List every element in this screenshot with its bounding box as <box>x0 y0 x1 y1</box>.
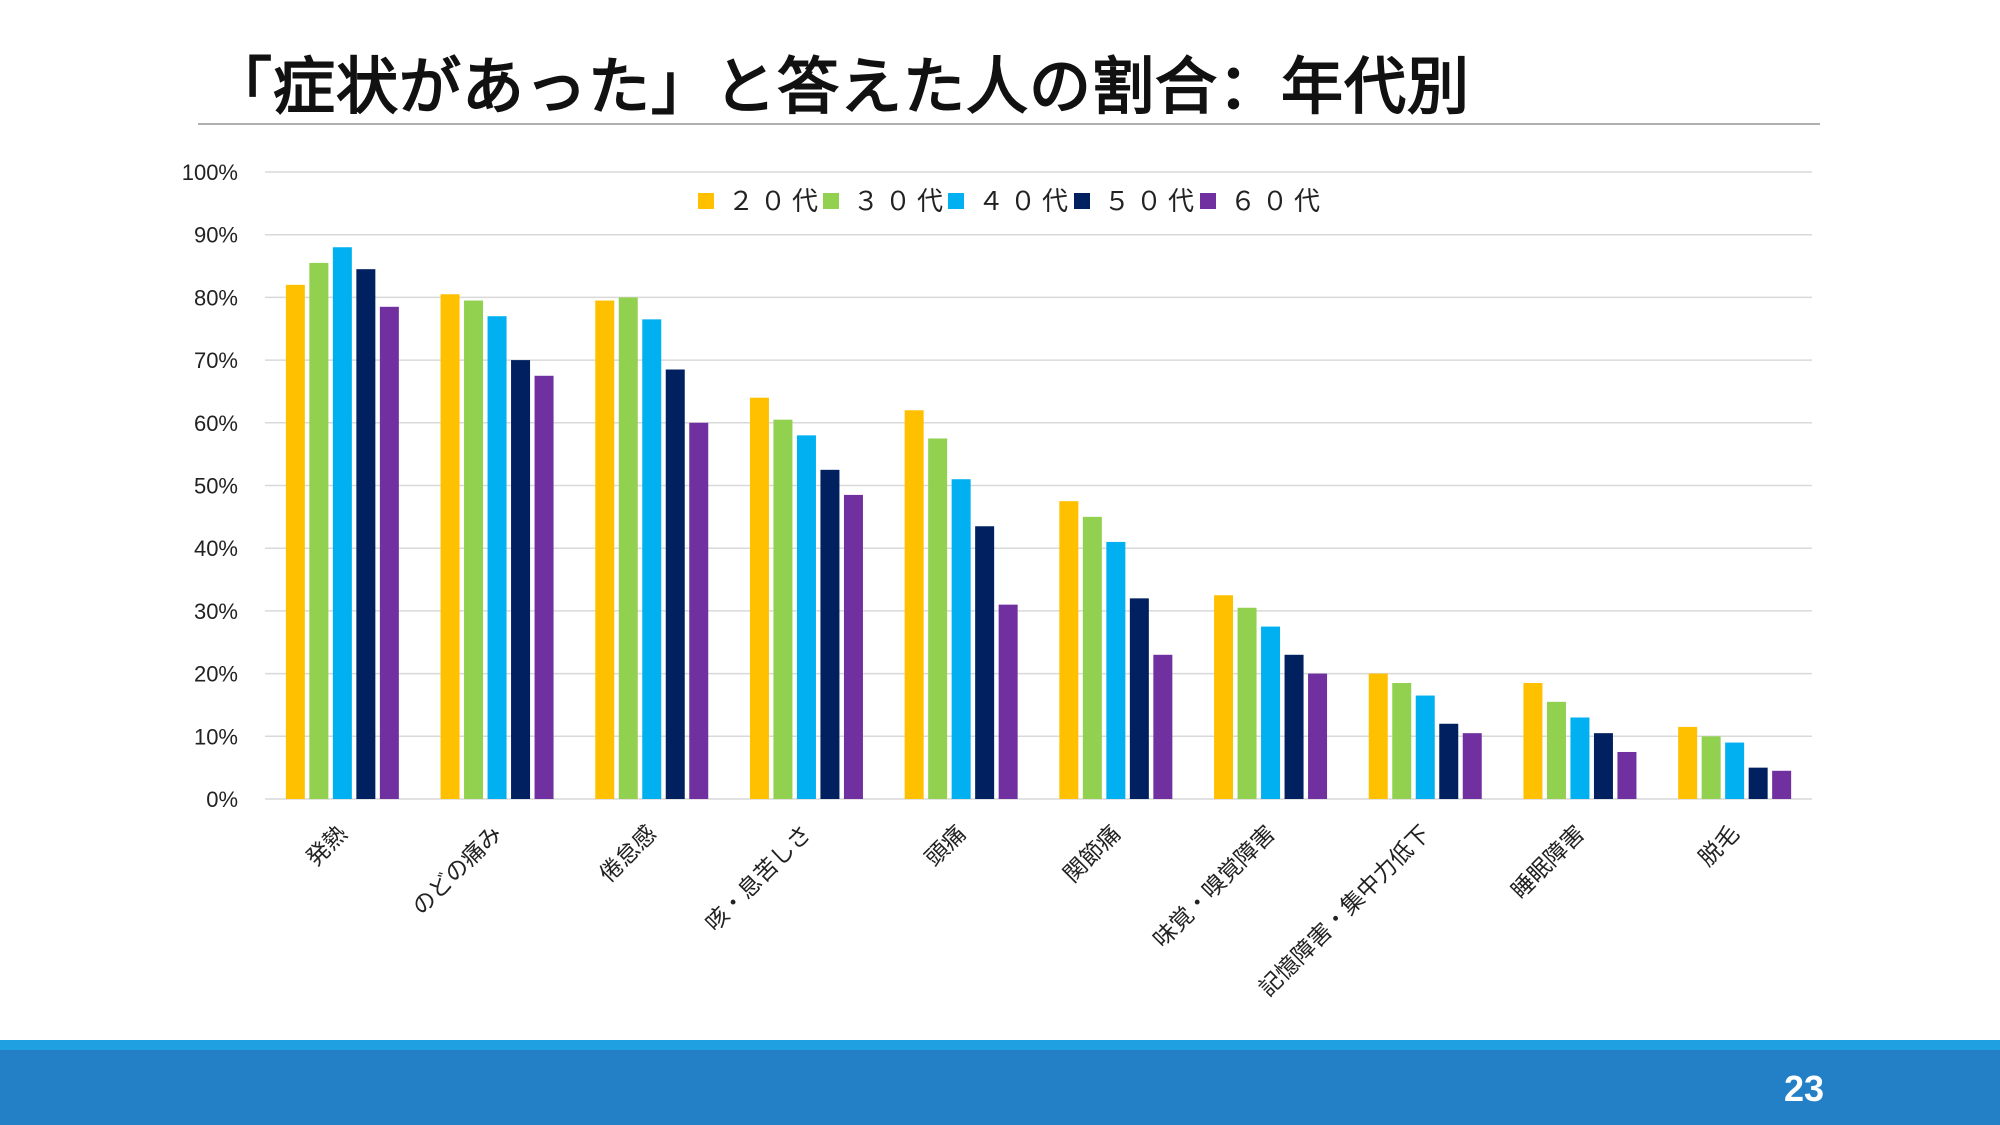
legend-label: ２０代 <box>728 187 824 217</box>
x-category-label: 咳・息苦しさ <box>701 821 817 937</box>
legend-swatch <box>698 193 714 209</box>
y-tick-label: 30% <box>194 599 238 624</box>
legend-swatch <box>1200 193 1216 209</box>
x-category-label: のどの痛み <box>408 821 508 921</box>
bar <box>1748 767 1768 799</box>
bar <box>1129 598 1149 799</box>
legend-swatch <box>948 193 964 209</box>
bar <box>1237 607 1257 799</box>
bar <box>309 262 329 799</box>
bar <box>689 422 709 799</box>
bar <box>1153 654 1173 799</box>
y-tick-label: 70% <box>194 348 238 373</box>
bar <box>665 369 685 799</box>
bar <box>534 375 554 799</box>
bar <box>928 438 948 799</box>
bar <box>511 360 531 799</box>
bar <box>1284 654 1304 799</box>
bar <box>1439 723 1459 799</box>
slide-title: 「症状があった」と答えた人の割合：年代別 <box>210 50 1471 123</box>
bar <box>904 410 924 799</box>
y-axis-ticks: 0% 10% 20% 30% 40% 50% 60% 70% 80% 90% 100% <box>182 160 238 812</box>
bar <box>1546 701 1566 799</box>
bar <box>843 494 863 799</box>
y-tick-label: 0% <box>206 787 238 812</box>
bar <box>998 604 1018 799</box>
bar <box>975 526 995 799</box>
bar <box>796 435 816 799</box>
x-category-label: 脱毛 <box>1694 821 1745 872</box>
bar <box>1261 626 1281 799</box>
y-tick-label: 100% <box>182 160 238 185</box>
bar <box>618 297 638 799</box>
bar <box>1082 516 1102 799</box>
bar <box>1701 736 1721 799</box>
bar <box>1392 683 1412 799</box>
bar <box>1415 695 1435 799</box>
legend-label: ４０代 <box>978 187 1074 217</box>
bar <box>642 319 662 799</box>
x-category-label: 睡眠障害 <box>1507 821 1590 904</box>
x-category-label: 倦怠感 <box>595 821 662 888</box>
bar <box>487 316 507 799</box>
x-category-label: 記憶障害・集中力低下 <box>1254 821 1435 1002</box>
y-tick-label: 60% <box>194 411 238 436</box>
bar <box>332 247 352 800</box>
y-tick-label: 40% <box>194 536 238 561</box>
y-tick-label: 90% <box>194 223 238 248</box>
bar <box>356 269 376 799</box>
bar <box>1593 733 1613 799</box>
legend-label: ３０代 <box>853 187 949 217</box>
bar <box>595 300 615 799</box>
page-number: 23 <box>1783 1068 1824 1109</box>
bar <box>440 294 460 799</box>
bar <box>1725 742 1745 799</box>
legend-label: ６０代 <box>1230 187 1326 217</box>
bar <box>820 469 840 799</box>
bar <box>1678 726 1698 799</box>
footer-accent-bar <box>0 1040 2000 1050</box>
x-category-label: 発熱 <box>302 821 353 872</box>
legend-swatch <box>1074 193 1090 209</box>
legend-label: ５０代 <box>1104 187 1200 217</box>
title-divider <box>198 123 1820 125</box>
x-category-label: 味覚・嗅覚障害 <box>1149 821 1281 953</box>
y-tick-label: 10% <box>194 724 238 749</box>
legend: ２０代 ３０代 ４０代 ５０代 ６０代 <box>698 187 1326 217</box>
x-category-label: 関節痛 <box>1059 821 1126 888</box>
bar <box>1214 595 1234 799</box>
bar <box>1368 673 1388 799</box>
bar <box>1523 683 1543 799</box>
y-tick-label: 50% <box>194 474 238 499</box>
bar <box>773 419 793 799</box>
bar <box>464 300 484 799</box>
bar <box>1106 541 1126 799</box>
bar-chart: 0% 10% 20% 30% 40% 50% 60% 70% 80% 90% 100% 発熱 のどの痛… <box>182 160 1812 1002</box>
bar <box>1308 673 1328 799</box>
bar <box>1462 733 1482 799</box>
y-tick-label: 20% <box>194 662 238 687</box>
bar <box>379 306 399 799</box>
bar <box>1059 501 1079 799</box>
footer-bar <box>0 1050 2000 1125</box>
bar <box>951 479 971 799</box>
bar <box>1772 770 1792 799</box>
bar <box>1617 751 1637 799</box>
y-tick-label: 80% <box>194 285 238 310</box>
x-category-label: 頭痛 <box>920 821 971 872</box>
bar <box>1570 717 1590 799</box>
bar <box>285 284 305 799</box>
bars <box>285 247 1792 800</box>
legend-swatch <box>823 193 839 209</box>
bar <box>749 397 769 799</box>
